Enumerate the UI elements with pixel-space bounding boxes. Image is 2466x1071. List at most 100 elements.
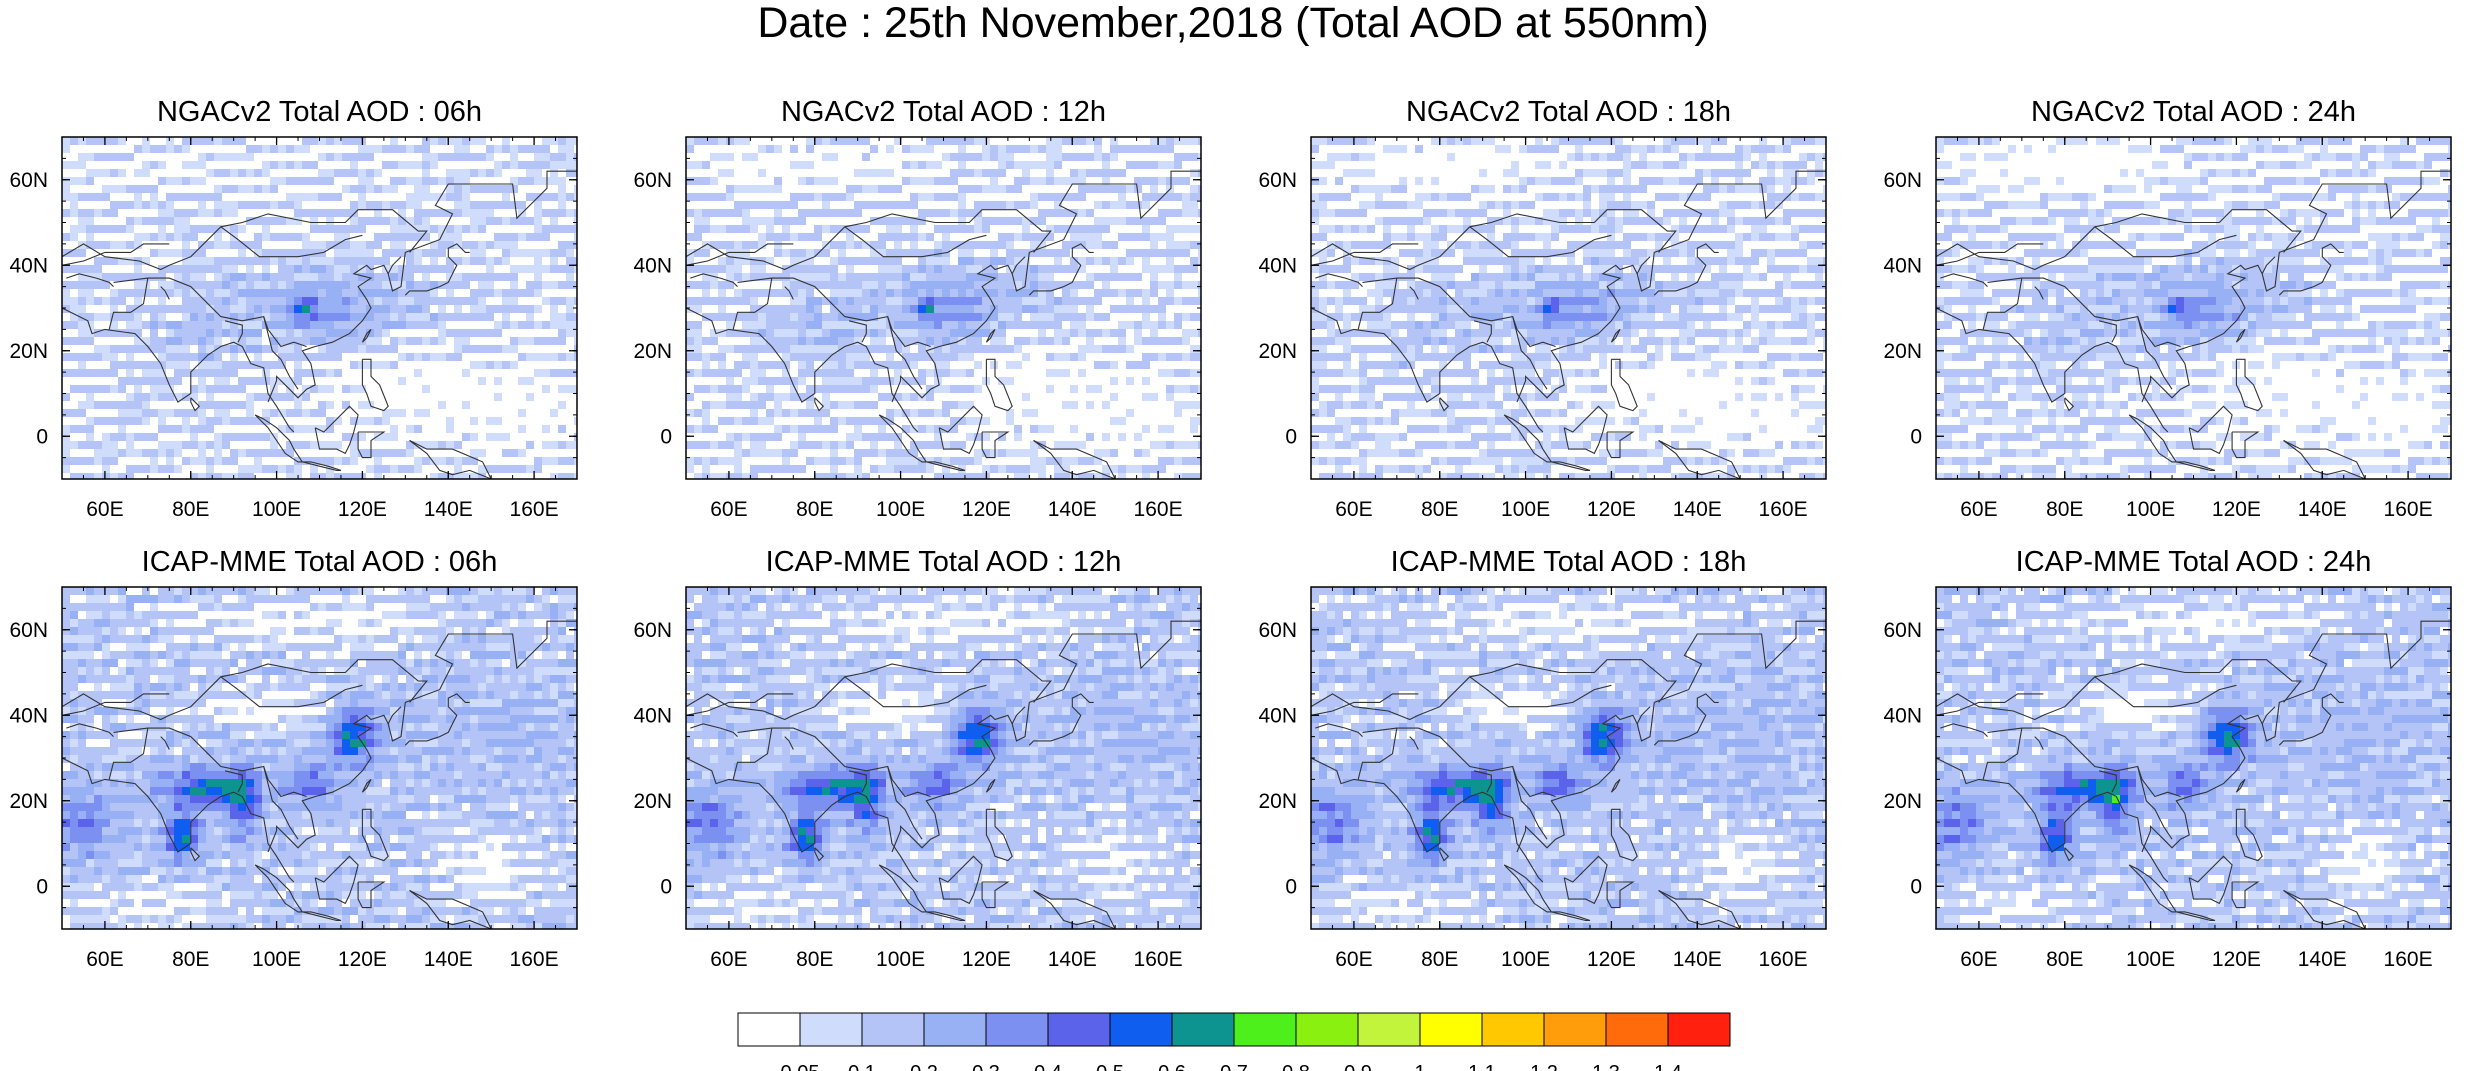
map-panel-icap-mme-18h: ICAP-MME Total AOD : 18h 60E 80E 100E 120E 14…: [1258, 546, 1827, 971]
aod-field: [62, 137, 577, 479]
map-panel-icap-mme-6h: ICAP-MME Total AOD : 06h 60E 80E 100E 120E 14…: [9, 546, 578, 971]
lon-tick-label: 100E: [252, 498, 301, 521]
lon-tick-label: 120E: [962, 948, 1011, 971]
lon-tick-label: 80E: [172, 498, 209, 521]
colorbar-swatch: [1667, 1012, 1731, 1047]
colorbar-swatch: [985, 1012, 1049, 1047]
colorbar-label: 0.1: [848, 1062, 876, 1071]
lon-tick-label: 60E: [86, 948, 123, 971]
lon-tick-label: 140E: [424, 948, 473, 971]
lon-tick-label: 100E: [876, 498, 925, 521]
lon-tick-label: 160E: [1759, 498, 1808, 521]
lon-tick-label: 120E: [338, 498, 387, 521]
colorbar-label: 1.1: [1468, 1062, 1496, 1071]
colorbar-swatch: [1171, 1012, 1235, 1047]
colorbar-swatch: [1543, 1012, 1607, 1047]
lon-tick-label: 160E: [510, 948, 559, 971]
colorbar-label: 0.3: [972, 1062, 1000, 1071]
panel-title: ICAP-MME Total AOD : 18h: [1391, 546, 1747, 578]
lon-tick-label: 100E: [1501, 498, 1550, 521]
colorbar-swatch: [799, 1012, 863, 1047]
lat-tick-label: 20N: [1258, 790, 1297, 813]
lon-tick-label: 120E: [1587, 498, 1636, 521]
colorbar-swatch: [1295, 1012, 1359, 1047]
lon-tick-label: 140E: [1673, 498, 1722, 521]
panel-title: ICAP-MME Total AOD : 06h: [142, 546, 498, 578]
lon-tick-label: 80E: [1421, 948, 1458, 971]
lat-tick-label: 20N: [633, 340, 672, 363]
panel-title: NGACv2 Total AOD : 24h: [2031, 96, 2356, 128]
lon-tick-label: 60E: [1960, 498, 1997, 521]
lon-tick-label: 60E: [86, 498, 123, 521]
colorbar-swatch: [861, 1012, 925, 1047]
lon-tick-label: 160E: [2384, 498, 2433, 521]
colorbar-label: 0.5: [1096, 1062, 1124, 1071]
colorbar-swatch: [1047, 1012, 1111, 1047]
lat-tick-label: 60N: [633, 169, 672, 192]
colorbar-label: 1: [1414, 1062, 1425, 1071]
lon-tick-label: 80E: [796, 948, 833, 971]
lon-tick-label: 140E: [2298, 948, 2347, 971]
panel-title: NGACv2 Total AOD : 18h: [1406, 96, 1731, 128]
lon-tick-label: 160E: [1759, 948, 1808, 971]
colorbar-label: 0.05: [781, 1062, 820, 1071]
lon-tick-label: 80E: [172, 948, 209, 971]
lon-tick-label: 60E: [710, 948, 747, 971]
lon-tick-label: 100E: [876, 948, 925, 971]
lat-tick-label: 20N: [633, 790, 672, 813]
lat-tick-label: 60N: [9, 619, 48, 642]
lat-tick-label: 20N: [9, 790, 48, 813]
map-panel-ngacv2-18h: NGACv2 Total AOD : 18h 60E 80E 100E 120E 140E…: [1258, 96, 1827, 521]
lat-tick-label: 40N: [1883, 704, 1922, 727]
lon-tick-label: 120E: [2212, 498, 2261, 521]
lat-tick-label: 0: [36, 425, 48, 448]
panel-title: ICAP-MME Total AOD : 24h: [2016, 546, 2372, 578]
colorbar-label: 1.3: [1592, 1062, 1620, 1071]
aod-field: [1311, 587, 1826, 929]
lat-tick-label: 40N: [9, 704, 48, 727]
coastlines: [62, 170, 577, 479]
coastlines: [62, 620, 577, 929]
lon-tick-label: 80E: [2046, 498, 2083, 521]
lat-tick-label: 0: [1285, 425, 1297, 448]
lon-tick-label: 120E: [962, 498, 1011, 521]
lon-tick-label: 100E: [252, 948, 301, 971]
colorbar-swatch: [1419, 1012, 1483, 1047]
lon-tick-label: 160E: [1134, 948, 1183, 971]
lat-tick-label: 20N: [1258, 340, 1297, 363]
lat-tick-label: 0: [1285, 875, 1297, 898]
lat-tick-label: 60N: [1258, 169, 1297, 192]
map-panel-ngacv2-24h: NGACv2 Total AOD : 24h 60E 80E 100E 120E 140E…: [1883, 96, 2452, 521]
lat-tick-label: 40N: [1883, 254, 1922, 277]
lon-tick-label: 120E: [1587, 948, 1636, 971]
map-panel-ngacv2-12h: NGACv2 Total AOD : 12h 60E 80E 100E 120E 140E…: [633, 96, 1202, 521]
lon-tick-label: 140E: [1673, 948, 1722, 971]
panel-title: ICAP-MME Total AOD : 12h: [766, 546, 1122, 578]
lon-tick-label: 80E: [2046, 948, 2083, 971]
lat-tick-label: 40N: [633, 254, 672, 277]
aod-field: [686, 587, 1201, 929]
lat-tick-label: 0: [36, 875, 48, 898]
lon-tick-label: 100E: [1501, 948, 1550, 971]
lat-tick-label: 20N: [1883, 340, 1922, 363]
lon-tick-label: 160E: [2384, 948, 2433, 971]
colorbar-swatch: [1481, 1012, 1545, 1047]
figure-title: Date : 25th November,2018 (Total AOD at …: [0, 0, 2466, 46]
colorbar-label: 1.4: [1654, 1062, 1682, 1071]
aod-field: [1936, 587, 2451, 929]
colorbar-label: 0.6: [1158, 1062, 1186, 1071]
coastlines: [686, 620, 1201, 929]
lon-tick-label: 160E: [510, 498, 559, 521]
map-panel-icap-mme-12h: ICAP-MME Total AOD : 12h 60E 80E 100E 120E 14…: [633, 546, 1202, 971]
lat-tick-label: 60N: [1883, 619, 1922, 642]
lon-tick-label: 60E: [1335, 948, 1372, 971]
lon-tick-label: 60E: [1335, 498, 1372, 521]
aod-field: [1311, 137, 1826, 479]
coastlines: [1936, 620, 2451, 929]
aod-field: [1936, 137, 2451, 479]
lon-tick-label: 120E: [2212, 948, 2261, 971]
colorbar-swatch: [1109, 1012, 1173, 1047]
colorbar-swatch: [737, 1012, 801, 1047]
lon-tick-label: 100E: [2126, 498, 2175, 521]
